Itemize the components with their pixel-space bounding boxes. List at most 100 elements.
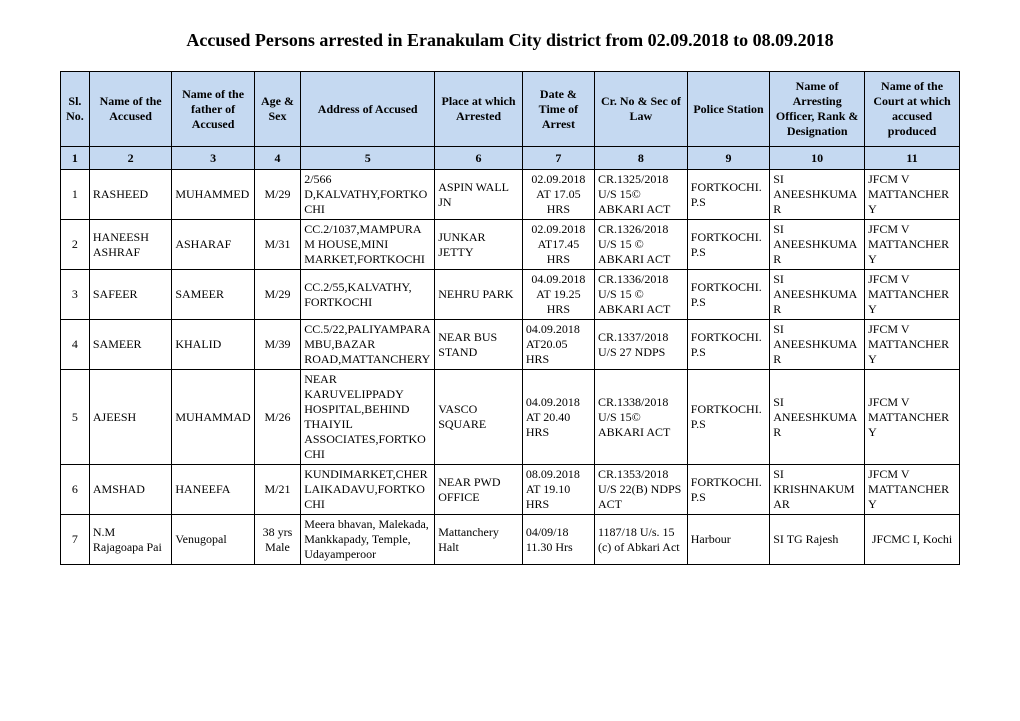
cell-sl: 6	[61, 465, 90, 515]
cell-datetime: 04/09/18 11.30 Hrs	[522, 515, 594, 565]
col-header: Police Station	[687, 72, 769, 147]
cell-sl: 3	[61, 270, 90, 320]
cell-sl: 4	[61, 320, 90, 370]
cell-address: CC.2/1037,MAMPURAM HOUSE,MINI MARKET,FOR…	[301, 220, 435, 270]
col-num: 8	[594, 147, 687, 170]
cell-father: SAMEER	[172, 270, 254, 320]
cell-datetime: 04.09.2018 AT 20.40 HRS	[522, 370, 594, 465]
cell-sl: 7	[61, 515, 90, 565]
table-header-row: Sl. No. Name of the Accused Name of the …	[61, 72, 960, 147]
cell-officer: SI KRISHNAKUMAR	[770, 465, 865, 515]
cell-crno: CR.1337/2018 U/S 27 NDPS	[594, 320, 687, 370]
col-header: Name of Arresting Officer, Rank & Design…	[770, 72, 865, 147]
cell-officer: SI ANEESHKUMAR	[770, 270, 865, 320]
cell-datetime: 02.09.2018 AT 17.05 HRS	[522, 170, 594, 220]
table-row: 3 SAFEER SAMEER M/29 CC.2/55,KALVATHY, F…	[61, 270, 960, 320]
cell-court: JFCM V MATTANCHERY	[865, 220, 960, 270]
cell-name: RASHEED	[89, 170, 171, 220]
col-num: 9	[687, 147, 769, 170]
cell-place: Mattanchery Halt	[435, 515, 523, 565]
cell-place: NEHRU PARK	[435, 270, 523, 320]
table-row: 2 HANEESH ASHRAF ASHARAF M/31 CC.2/1037,…	[61, 220, 960, 270]
cell-crno: CR.1338/2018 U/S 15© ABKARI ACT	[594, 370, 687, 465]
cell-name: AJEESH	[89, 370, 171, 465]
cell-station: FORTKOCHI.P.S	[687, 170, 769, 220]
cell-father: HANEEFA	[172, 465, 254, 515]
col-header: Sl. No.	[61, 72, 90, 147]
cell-father: MUHAMMAD	[172, 370, 254, 465]
arrest-table: Sl. No. Name of the Accused Name of the …	[60, 71, 960, 565]
cell-address: CC.5/22,PALIYAMPARAMBU,BAZAR ROAD,MATTAN…	[301, 320, 435, 370]
cell-datetime: 04.09.2018 AT 19.25 HRS	[522, 270, 594, 320]
cell-datetime: 08.09.2018 AT 19.10 HRS	[522, 465, 594, 515]
cell-officer: SI ANEESHKUMAR	[770, 220, 865, 270]
cell-address: KUNDIMARKET,CHERLAIKADAVU,FORTKOCHI	[301, 465, 435, 515]
col-header: Address of Accused	[301, 72, 435, 147]
cell-court: JFCM V MATTANCHERY	[865, 270, 960, 320]
page-title: Accused Persons arrested in Eranakulam C…	[60, 30, 960, 51]
cell-address: CC.2/55,KALVATHY, FORTKOCHI	[301, 270, 435, 320]
cell-court: JFCM V MATTANCHERY	[865, 320, 960, 370]
cell-officer: SI ANEESHKUMAR	[770, 320, 865, 370]
table-row: 1 RASHEED MUHAMMED M/29 2/566 D,KALVATHY…	[61, 170, 960, 220]
cell-agesex: M/21	[254, 465, 300, 515]
col-num: 10	[770, 147, 865, 170]
cell-sl: 5	[61, 370, 90, 465]
col-num: 3	[172, 147, 254, 170]
col-header: Date & Time of Arrest	[522, 72, 594, 147]
col-num: 1	[61, 147, 90, 170]
cell-officer: SI ANEESHKUMAR	[770, 170, 865, 220]
col-num: 4	[254, 147, 300, 170]
col-header: Cr. No & Sec of Law	[594, 72, 687, 147]
cell-name: HANEESH ASHRAF	[89, 220, 171, 270]
cell-court: JFCM V MATTANCHERY	[865, 370, 960, 465]
cell-crno: 1187/18 U/s. 15 (c) of Abkari Act	[594, 515, 687, 565]
cell-place: JUNKAR JETTY	[435, 220, 523, 270]
cell-father: MUHAMMED	[172, 170, 254, 220]
cell-place: ASPIN WALL JN	[435, 170, 523, 220]
cell-court: JFCM V MATTANCHERY	[865, 170, 960, 220]
cell-station: FORTKOCHI.P.S	[687, 370, 769, 465]
table-row: 4 SAMEER KHALID M/39 CC.5/22,PALIYAMPARA…	[61, 320, 960, 370]
col-num: 11	[865, 147, 960, 170]
cell-station: FORTKOCHI.P.S	[687, 220, 769, 270]
col-num: 7	[522, 147, 594, 170]
cell-station: FORTKOCHI.P.S	[687, 320, 769, 370]
col-header: Age & Sex	[254, 72, 300, 147]
cell-court: JFCM V MATTANCHERY	[865, 465, 960, 515]
cell-father: Venugopal	[172, 515, 254, 565]
cell-agesex: M/29	[254, 270, 300, 320]
col-header: Name of the Court at which accused produ…	[865, 72, 960, 147]
cell-name: AMSHAD	[89, 465, 171, 515]
cell-agesex: 38 yrs Male	[254, 515, 300, 565]
cell-name: SAFEER	[89, 270, 171, 320]
cell-address: NEAR KARUVELIPPADY HOSPITAL,BEHIND THAIY…	[301, 370, 435, 465]
cell-officer: SI ANEESHKUMAR	[770, 370, 865, 465]
cell-sl: 1	[61, 170, 90, 220]
col-header: Name of the Accused	[89, 72, 171, 147]
cell-place: VASCO SQUARE	[435, 370, 523, 465]
table-row: 7 N.M Rajagoapa Pai Venugopal 38 yrs Mal…	[61, 515, 960, 565]
col-num: 6	[435, 147, 523, 170]
table-row: 6 AMSHAD HANEEFA M/21 KUNDIMARKET,CHERLA…	[61, 465, 960, 515]
col-num: 5	[301, 147, 435, 170]
cell-court: JFCMC I, Kochi	[865, 515, 960, 565]
cell-father: ASHARAF	[172, 220, 254, 270]
cell-crno: CR.1326/2018 U/S 15 © ABKARI ACT	[594, 220, 687, 270]
cell-address: Meera bhavan, Malekada, Mankkapady, Temp…	[301, 515, 435, 565]
cell-sl: 2	[61, 220, 90, 270]
cell-crno: CR.1353/2018 U/S 22(B) NDPS ACT	[594, 465, 687, 515]
cell-officer: SI TG Rajesh	[770, 515, 865, 565]
cell-datetime: 02.09.2018 AT17.45 HRS	[522, 220, 594, 270]
cell-crno: CR.1336/2018 U/S 15 © ABKARI ACT	[594, 270, 687, 320]
table-row: 5 AJEESH MUHAMMAD M/26 NEAR KARUVELIPPAD…	[61, 370, 960, 465]
col-header: Place at which Arrested	[435, 72, 523, 147]
cell-datetime: 04.09.2018 AT20.05 HRS	[522, 320, 594, 370]
cell-agesex: M/26	[254, 370, 300, 465]
cell-name: SAMEER	[89, 320, 171, 370]
col-num: 2	[89, 147, 171, 170]
cell-station: FORTKOCHI.P.S	[687, 270, 769, 320]
cell-address: 2/566 D,KALVATHY,FORTKOCHI	[301, 170, 435, 220]
cell-father: KHALID	[172, 320, 254, 370]
cell-place: NEAR BUS STAND	[435, 320, 523, 370]
